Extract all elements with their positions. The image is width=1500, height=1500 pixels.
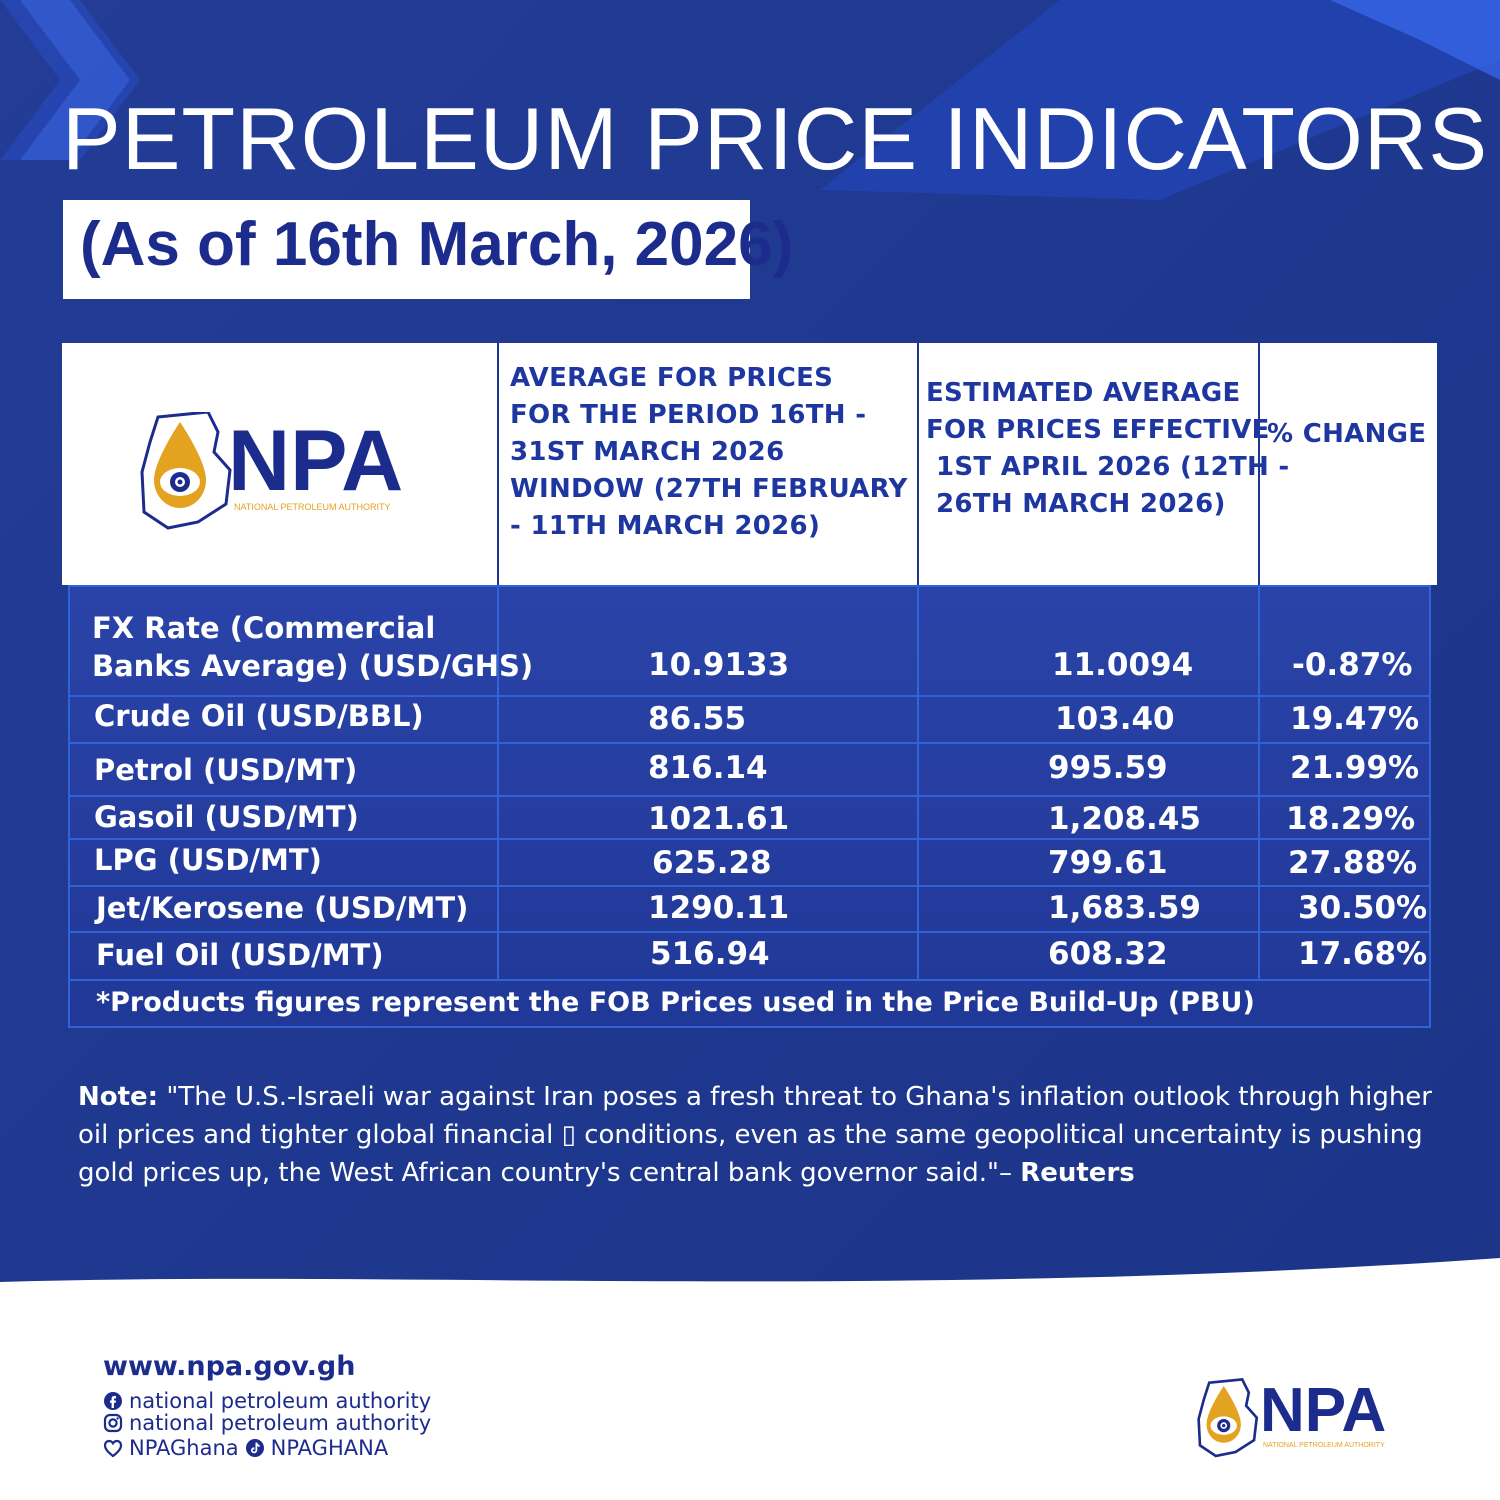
period-value: 10.9133: [648, 647, 790, 683]
column-header-line: - 11TH MARCH 2026): [510, 511, 821, 541]
row-label: Jet/Kerosene (USD/MT): [96, 891, 469, 925]
row-divider: [68, 795, 1431, 797]
tiktok-icon: [245, 1439, 264, 1457]
facebook-icon: [104, 1392, 122, 1410]
estimated-value: 11.0094: [1052, 647, 1194, 683]
row-divider: [68, 838, 1431, 840]
column-header-estimated: ESTIMATED AVERAGE FOR PRICES EFFECTIVE 1ST…: [926, 375, 1290, 523]
row-divider: [68, 931, 1431, 933]
estimated-value: 1,208.45: [1048, 801, 1201, 837]
logo-text: NPA: [228, 413, 404, 509]
change-value: 30.50%: [1298, 890, 1428, 926]
note-lead: Note:: [78, 1082, 159, 1112]
column-divider: [917, 585, 919, 981]
social-row: NPAGhana NPAGHANA: [103, 1436, 388, 1460]
period-value: 625.28: [652, 845, 772, 881]
twitter-icon: [103, 1439, 123, 1458]
column-header-line: 1ST APRIL 2026 (12TH -: [936, 452, 1290, 482]
estimated-value: 103.40: [1055, 701, 1175, 737]
period-value: 1290.11: [648, 890, 790, 926]
row-divider: [68, 885, 1431, 887]
row-label: Gasoil (USD/MT): [94, 800, 359, 834]
note-source: Reuters: [1020, 1158, 1135, 1188]
period-value: 816.14: [648, 750, 768, 786]
facebook-handle: national petroleum authority: [129, 1389, 432, 1413]
row-divider: [68, 979, 1431, 981]
header-divider: [917, 343, 919, 585]
website-link[interactable]: www.npa.gov.gh: [103, 1351, 356, 1382]
page-subtitle: (As of 16th March, 2026): [80, 210, 794, 279]
estimated-value: 799.61: [1048, 845, 1168, 881]
column-header-change: % CHANGE: [1267, 419, 1427, 449]
change-value: 17.68%: [1298, 936, 1428, 972]
subtitle-box: [63, 200, 750, 299]
period-value: 86.55: [648, 701, 747, 737]
row-label: LPG (USD/MT): [94, 843, 322, 877]
change-value: 18.29%: [1286, 801, 1416, 837]
column-header-line: 26TH MARCH 2026): [936, 489, 1226, 519]
column-header-line: FOR PRICES EFFECTIVE: [926, 415, 1270, 445]
page-title: PETROLEUM PRICE INDICATORS: [62, 89, 1489, 188]
column-divider: [1258, 585, 1260, 981]
row-label: Banks Average) (USD/GHS): [92, 649, 534, 683]
row-label: Crude Oil (USD/BBL): [94, 699, 424, 733]
instagram-link[interactable]: national petroleum authority: [103, 1411, 431, 1435]
footer-logo-text: NPA: [1260, 1376, 1387, 1445]
facebook-link[interactable]: national petroleum authority: [103, 1389, 431, 1413]
logo-subtext: NATIONAL PETROLEUM AUTHORITY: [234, 502, 391, 512]
news-note: Note: "The U.S.-Israeli war against Iran…: [78, 1078, 1438, 1192]
npa-logo-footer: [1197, 1377, 1259, 1458]
header-divider: [1258, 343, 1260, 585]
period-value: 516.94: [650, 936, 770, 972]
row-divider: [68, 695, 1431, 697]
instagram-icon: [103, 1413, 123, 1433]
estimated-value: 1,683.59: [1048, 890, 1201, 926]
header-divider: [497, 343, 499, 585]
row-label: FX Rate (Commercial: [92, 611, 436, 645]
table-body: [68, 585, 1431, 1028]
estimated-value: 608.32: [1048, 936, 1168, 972]
column-header-period: AVERAGE FOR PRICES FOR THE PERIOD 16TH - 3…: [510, 360, 908, 545]
footer-logo-subtext: NATIONAL PETROLEUM AUTHORITY: [1263, 1442, 1385, 1449]
row-divider: [68, 742, 1431, 744]
column-header-line: WINDOW (27TH FEBRUARY: [510, 474, 908, 504]
instagram-handle: national petroleum authority: [129, 1411, 432, 1435]
change-value: 21.99%: [1290, 750, 1420, 786]
column-divider: [497, 585, 499, 981]
change-value: 19.47%: [1290, 701, 1420, 737]
column-header-line: 31ST MARCH 2026: [510, 437, 785, 467]
column-header-line: FOR THE PERIOD 16TH -: [510, 400, 867, 430]
estimated-value: 995.59: [1048, 750, 1168, 786]
period-value: 1021.61: [648, 801, 790, 837]
row-label: Fuel Oil (USD/MT): [96, 938, 384, 972]
note-text: "The U.S.-Israeli war against Iran poses…: [78, 1082, 1432, 1188]
column-header-line: AVERAGE FOR PRICES: [510, 363, 834, 393]
table-header: [62, 343, 1437, 585]
table-footnote: *Products figures represent the FOB Pric…: [96, 987, 1255, 1018]
change-value: 27.88%: [1288, 845, 1418, 881]
twitter-handle[interactable]: NPAGhana: [129, 1436, 239, 1460]
column-header-line: ESTIMATED AVERAGE: [926, 378, 1241, 408]
tiktok-handle[interactable]: NPAGHANA: [270, 1436, 389, 1460]
row-label: Petrol (USD/MT): [94, 753, 358, 787]
change-value: -0.87%: [1292, 647, 1413, 683]
npa-logo: [140, 412, 232, 530]
